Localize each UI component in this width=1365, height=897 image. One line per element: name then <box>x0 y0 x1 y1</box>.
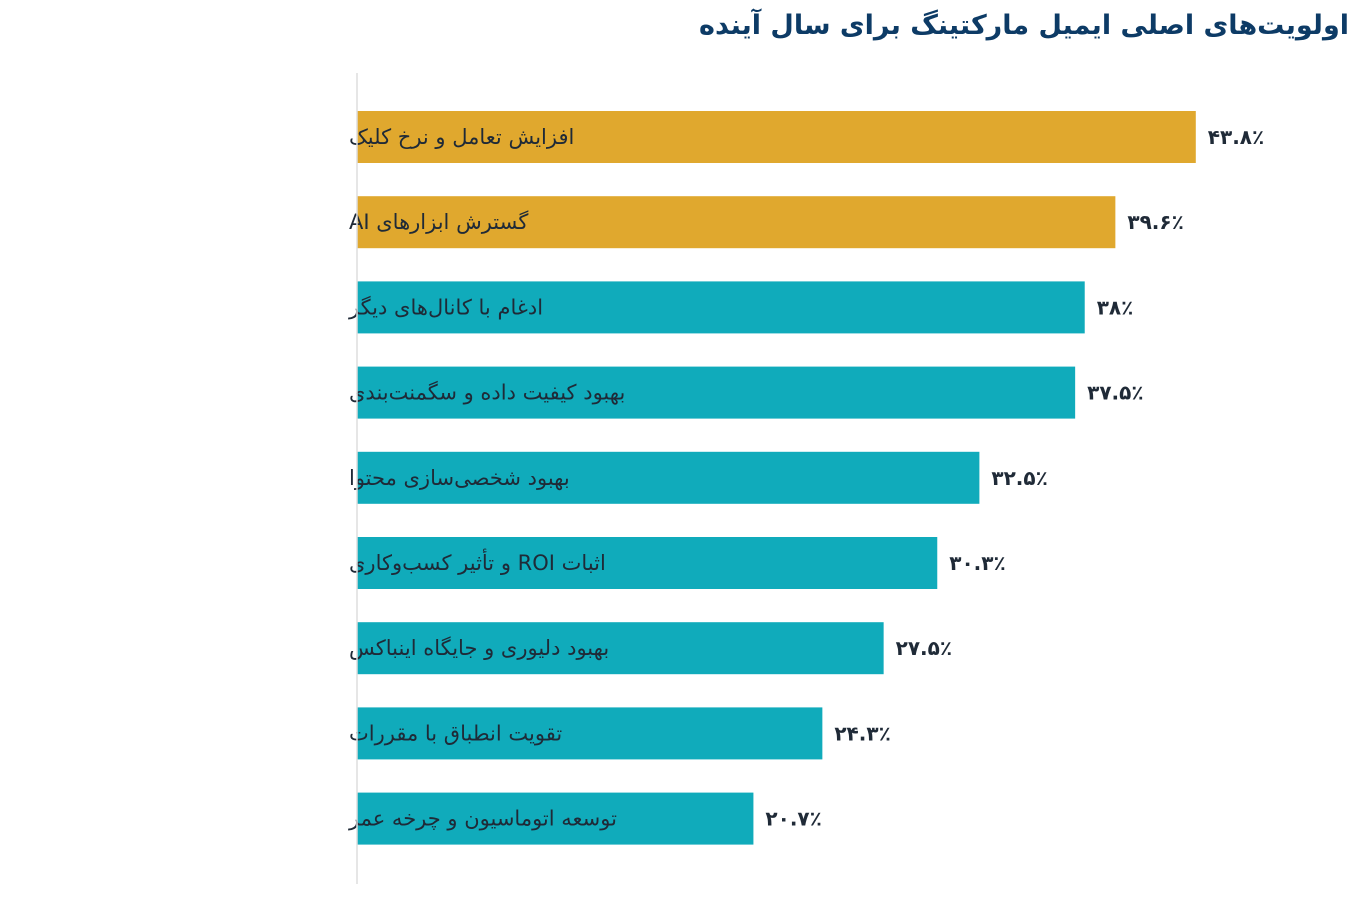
bar-6 <box>357 537 938 589</box>
bar-7 <box>357 622 884 675</box>
bar-1 <box>357 111 1196 163</box>
category-label-2: گسترش ابزارهای AI <box>349 210 528 234</box>
value-label-4: ۳۷.۵٪ <box>1087 381 1143 405</box>
value-label-9: ۲۰.۷٪ <box>765 807 821 831</box>
value-label-1: ۴۳.۸٪ <box>1208 125 1264 149</box>
category-label-9: توسعه اتوماسیون و چرخه عمر <box>348 807 617 831</box>
bar-3 <box>357 281 1085 334</box>
category-label-3: ادغام با کانال‌های دیگر <box>348 295 543 319</box>
value-label-7: ۲۷.۵٪ <box>896 636 952 660</box>
category-label-7: بهبود دلیوری و جایگاه اینباکس <box>349 636 609 660</box>
value-label-2: ۳۹.۶٪ <box>1127 210 1183 234</box>
value-label-8: ۲۴.۳٪ <box>834 721 890 745</box>
value-label-6: ۳۰.۳٪ <box>949 551 1005 575</box>
bar-4 <box>357 366 1076 419</box>
category-label-6: اثبات ROI و تأثیر کسب‌وکاری <box>349 548 606 575</box>
bars-layer <box>357 111 1196 845</box>
category-label-8: تقویت انطباق با مقررات <box>349 721 562 745</box>
category-label-1: افزایش تعامل و نرخ کلیک <box>349 125 574 149</box>
labels-layer: افزایش تعامل و نرخ کلیک ۴۳.۸٪ گسترش ابزاره… <box>348 125 1264 831</box>
category-label-5: بهبود شخصی‌سازی محتوا <box>349 466 570 490</box>
value-label-3: ۳۸٪ <box>1097 295 1134 319</box>
bar-5 <box>357 451 980 504</box>
chart-title: اولویت‌های اصلی ایمیل مارکتینگ برای سال … <box>699 10 1349 41</box>
category-label-4: بهبود کیفیت داده و سگمنت‌بندی <box>349 381 625 405</box>
bar-9 <box>357 792 754 845</box>
value-label-5: ۳۲.۵٪ <box>991 466 1047 490</box>
bar-8 <box>357 707 823 760</box>
bar-2 <box>357 196 1116 249</box>
